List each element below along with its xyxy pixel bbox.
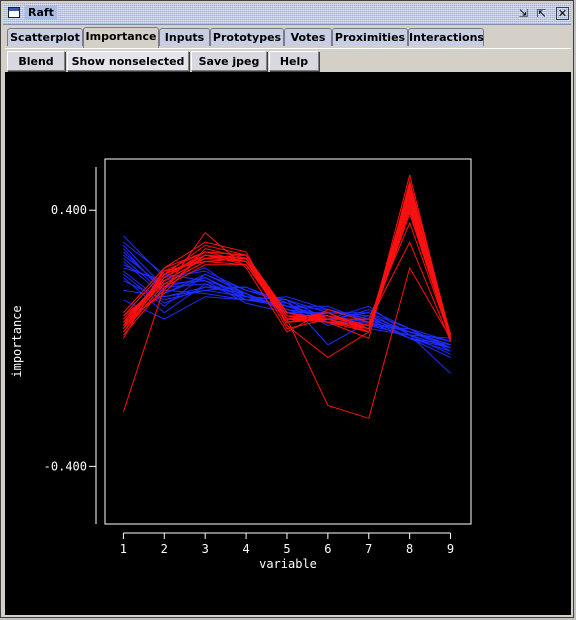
tab-importance[interactable]: Importance xyxy=(83,27,159,48)
window-title: Raft xyxy=(25,6,57,19)
importance-chart: 0.400 -0.400 1 2 3 4 5 6 7 8 9 variable importance xyxy=(10,158,472,571)
selected-series-line xyxy=(123,192,452,339)
nonselected-series-line xyxy=(123,254,451,346)
selected-series-line xyxy=(123,231,452,342)
x-tick-label: 5 xyxy=(283,542,290,556)
x-tick-label: 6 xyxy=(324,542,331,556)
tab-interactions[interactable]: Interactions xyxy=(408,28,484,46)
tab-inputs[interactable]: Inputs xyxy=(159,28,210,46)
show-nonselected-button[interactable]: Show nonselected xyxy=(67,51,189,71)
x-tick-label: 2 xyxy=(161,542,168,556)
plot-frame xyxy=(104,158,472,525)
window-app-icon xyxy=(8,7,20,18)
x-tick-label: 8 xyxy=(406,542,413,556)
x-tick-label: 9 xyxy=(447,542,454,556)
title-bar[interactable]: Raft ⇲ ⇱ ✕ xyxy=(3,3,571,25)
x-tick-label: 7 xyxy=(365,542,372,556)
selected-series-line xyxy=(123,179,452,339)
selected-series-line xyxy=(123,221,452,339)
close-window-icon[interactable]: ✕ xyxy=(556,7,569,20)
tab-prototypes[interactable]: Prototypes xyxy=(210,28,284,46)
save-jpeg-button[interactable]: Save jpeg xyxy=(191,51,267,71)
toolbar: Blend Show nonselected Save jpeg Help xyxy=(5,48,571,72)
x-tick-label: 3 xyxy=(202,542,209,556)
nonselected-series-line xyxy=(123,270,451,349)
help-button[interactable]: Help xyxy=(269,51,319,71)
blend-button[interactable]: Blend xyxy=(7,51,65,71)
x-tick-label: 4 xyxy=(242,542,249,556)
restore-window-icon[interactable]: ⇲ xyxy=(518,7,529,20)
y-tick-label: 0.400 xyxy=(51,203,87,217)
x-axis-label: variable xyxy=(259,557,317,571)
tab-proximities[interactable]: Proximities xyxy=(332,28,408,46)
x-tick-label: 1 xyxy=(120,542,127,556)
nonselected-series-line xyxy=(123,261,451,349)
tab-scatterplot[interactable]: Scatterplot xyxy=(7,28,83,46)
y-tick-label: -0.400 xyxy=(44,459,87,473)
tab-bar: Scatterplot Importance Inputs Prototypes… xyxy=(5,27,571,48)
maximize-window-icon[interactable]: ⇱ xyxy=(536,7,547,20)
y-axis-label: importance xyxy=(10,305,24,377)
selected-series-line xyxy=(123,202,452,342)
selected-series-line xyxy=(122,174,452,359)
tab-votes[interactable]: Votes xyxy=(284,28,332,46)
importance-plot-panel[interactable]: 0.400 -0.400 1 2 3 4 5 6 7 8 9 variable importance xyxy=(5,72,571,615)
